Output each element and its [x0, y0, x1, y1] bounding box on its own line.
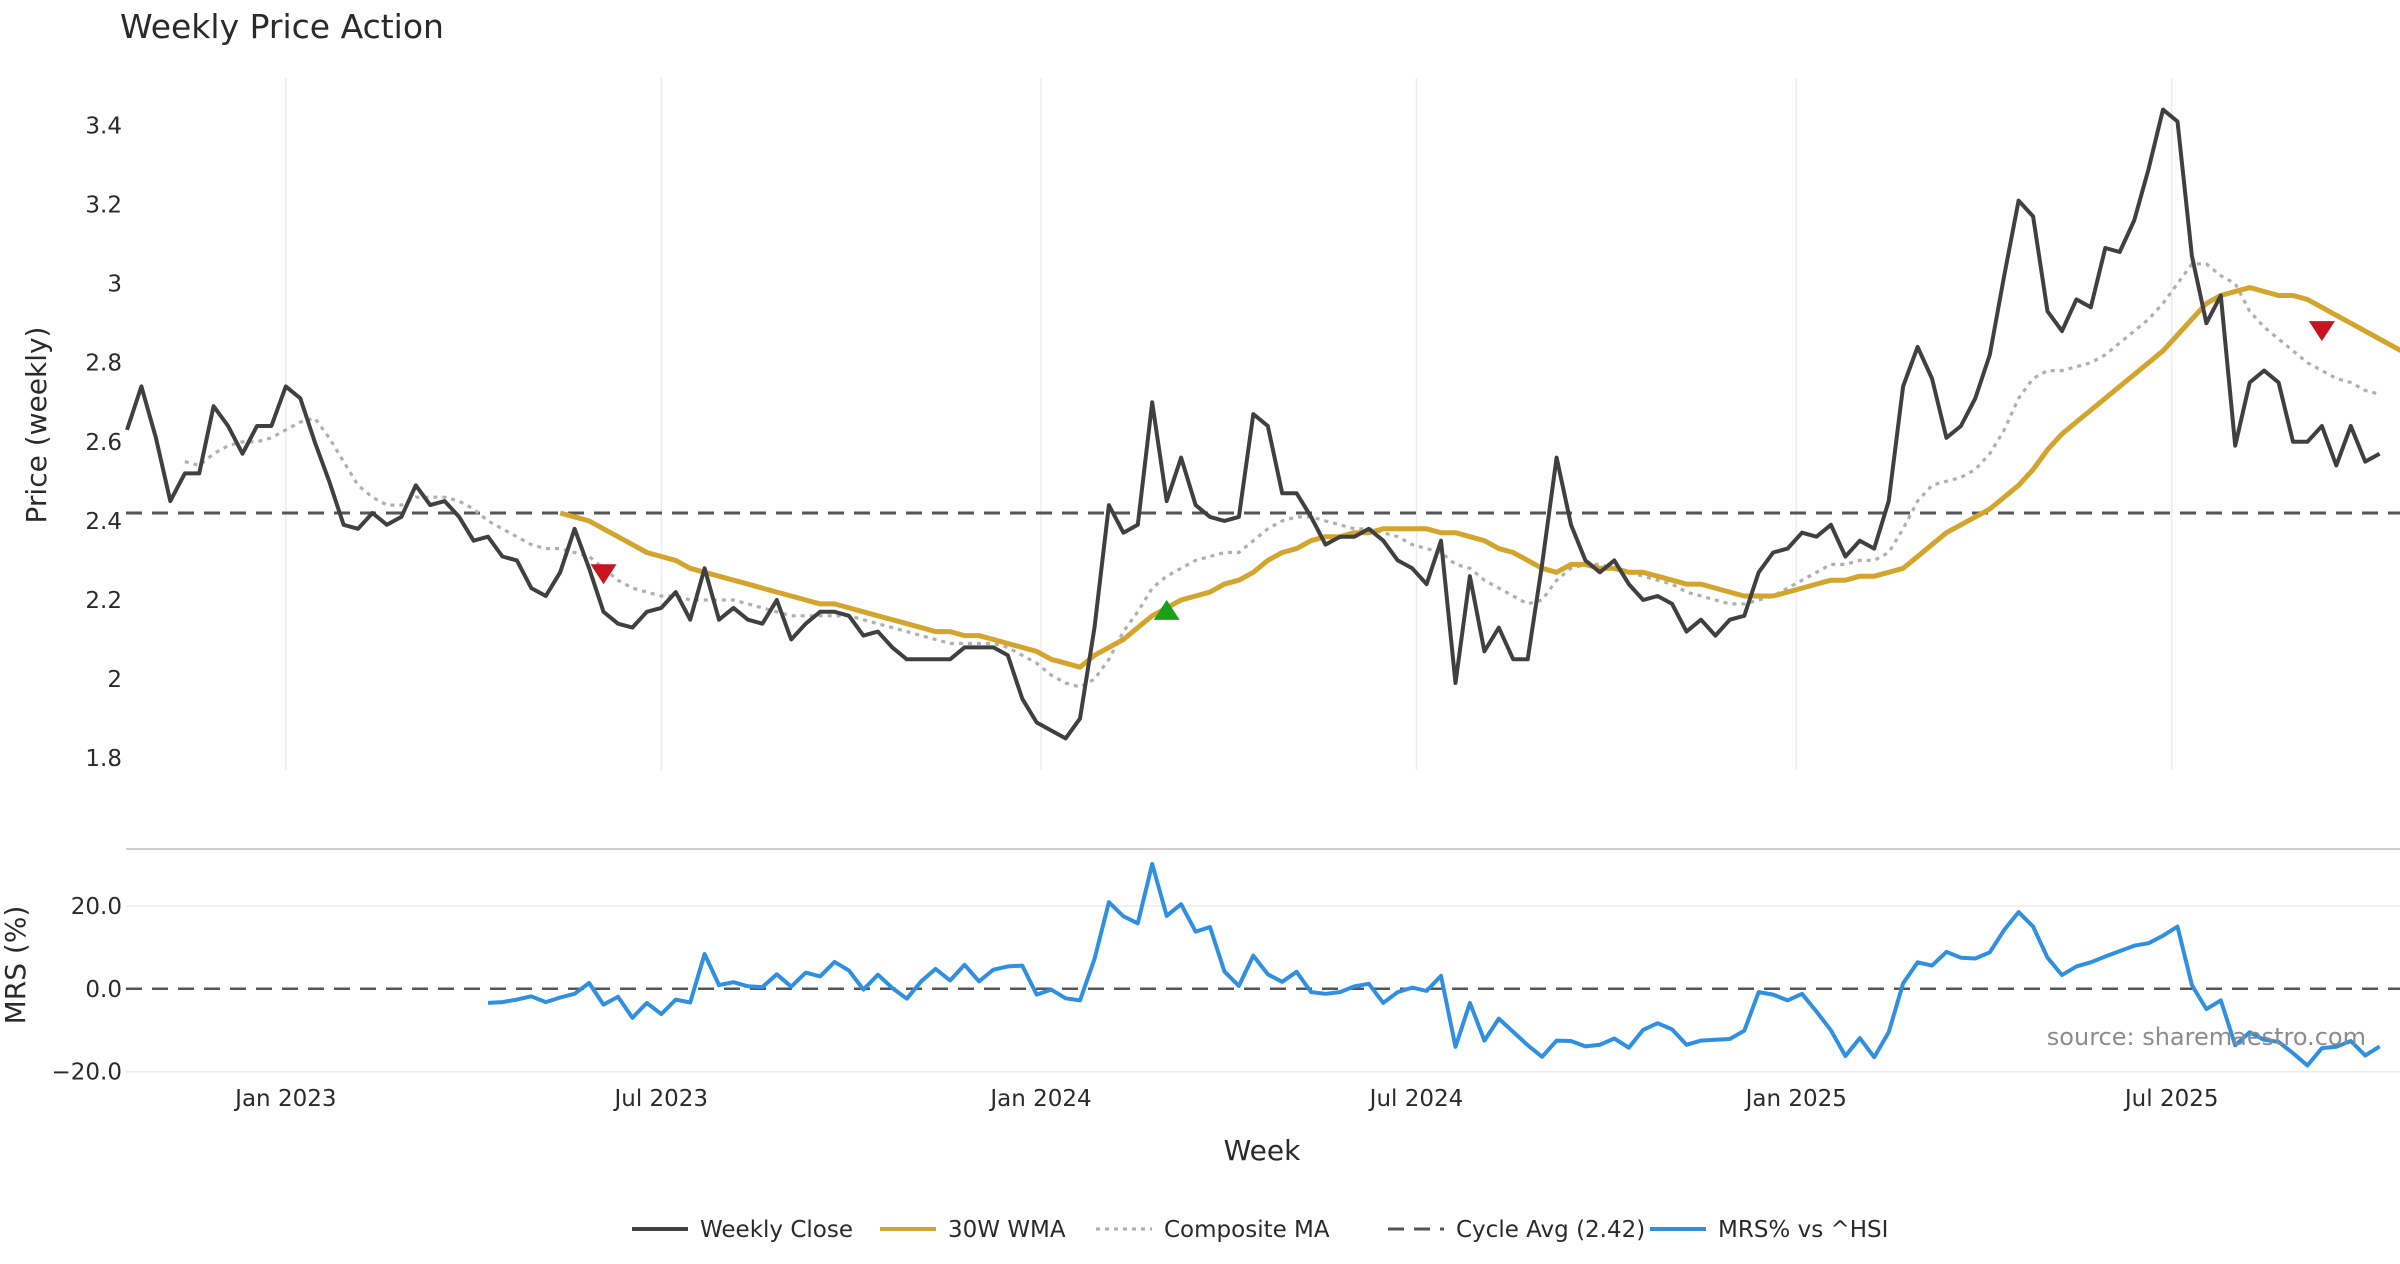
price-y-tick-label-6: 3 — [107, 272, 122, 298]
mrs-y-tick-label-1: 0.0 — [85, 977, 122, 1003]
legend-label-0: Weekly Close — [700, 1217, 853, 1243]
legend-label-4: MRS% vs ^HSI — [1718, 1217, 1888, 1243]
source-label: source: sharemaestro.com — [2047, 1023, 2366, 1051]
x-tick-label-4: Jan 2025 — [1744, 1086, 1847, 1112]
buy-signal-marker-1 — [1153, 599, 1180, 620]
wma-30w-line — [559, 285, 2400, 670]
price-y-tick-label-8: 3.4 — [85, 113, 122, 139]
price-y-tick-label-3: 2.4 — [85, 509, 122, 535]
mrs-y-tick-label-0: 20.0 — [71, 894, 122, 920]
grid-layer — [126, 78, 2400, 1073]
composite-ma-line — [184, 262, 2381, 689]
price-y-tick-label-2: 2.2 — [85, 588, 122, 614]
legend-label-3: Cycle Avg (2.42) — [1456, 1217, 1645, 1243]
legend-label-1: 30W WMA — [948, 1217, 1066, 1243]
x-tick-label-0: Jan 2023 — [233, 1086, 336, 1112]
sell-signal-marker-2 — [2308, 321, 2335, 342]
price-y-axis-label: Price (weekly) — [20, 327, 53, 524]
weekly-close-line — [125, 107, 2381, 741]
legend: Weekly Close 30W WMA Composite MA Cycle Avg… — [632, 1217, 1888, 1243]
chart-title: Weekly Price Action — [120, 7, 444, 46]
price-y-tick-label-0: 1.8 — [85, 746, 122, 772]
price-y-tick-label-7: 3.2 — [85, 193, 122, 219]
x-tick-label-5: Jul 2025 — [2123, 1086, 2219, 1112]
x-tick-label-3: Jul 2024 — [1368, 1086, 1464, 1112]
price-panel — [125, 107, 2400, 741]
x-tick-label-2: Jan 2024 — [988, 1086, 1091, 1112]
mrs-y-axis-label: MRS (%) — [0, 906, 32, 1025]
x-axis-label: Week — [1224, 1134, 1301, 1167]
mrs-line — [487, 862, 2381, 1068]
mrs-panel — [126, 862, 2400, 1068]
sell-signal-marker-0 — [590, 564, 617, 585]
mrs-y-tick-label-2: −20.0 — [52, 1060, 122, 1086]
legend-label-2: Composite MA — [1164, 1217, 1330, 1243]
price-y-tick-label-1: 2 — [107, 667, 122, 693]
axis-layer: Jan 2023 Jul 2023 Jan 2024 Jul 2024 Jan 2025… — [52, 113, 2219, 1112]
price-y-tick-label-5: 2.8 — [85, 351, 122, 377]
x-tick-label-1: Jul 2023 — [612, 1086, 708, 1112]
price-y-tick-label-4: 2.6 — [85, 430, 122, 456]
